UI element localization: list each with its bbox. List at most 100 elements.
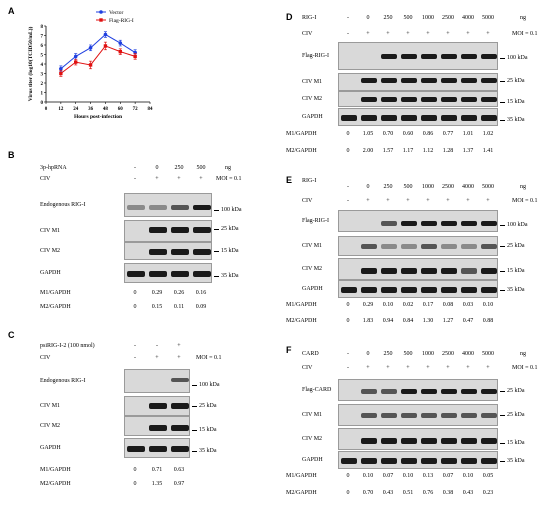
panel-f-m2-row: 0 0.70 0.43 0.51 0.76 0.38 0.43 0.23 [338,490,498,496]
panel-e-m1-3: 0.02 [402,302,414,308]
panel-e-blot-0 [338,210,498,232]
series-line-1 [60,45,136,74]
panel-d-band-3-7 [481,115,497,121]
panel-d-band-0-6 [461,54,477,59]
panel-b-dose-3: 500 [196,165,206,171]
panel-e-band-1-6 [461,244,477,249]
panel-e-band-2-7 [481,268,497,274]
panel-d-dose-1: 0 [366,15,370,21]
panel-d-band-2-2 [381,97,397,102]
panel-f-civ-1: + [366,365,370,371]
panel-e-m1-label: M1/GAPDH [286,302,317,308]
panel-c-marker-tick-1 [192,406,197,407]
panel-f-dose-7: 5000 [482,351,494,357]
panel-c-m1-label: M1/GAPDH [40,467,71,473]
panel-f-dose-5: 2500 [442,351,454,357]
panel-b-dose-2: 250 [174,165,184,171]
panel-d-moi: MOI = 0.1 [512,31,538,37]
panel-e-m2-5: 1.27 [442,318,454,324]
legend-label-1: Flag-RIG-I [109,18,134,24]
panel-e-band-label-3: GAPDH [302,286,323,292]
x-tick-label-2: 24 [73,107,79,112]
panel-d-m2-6: 1.37 [462,148,474,154]
panel-c-civ-row: - + + [124,355,190,361]
panel-c-band-1-2 [171,403,189,409]
panel-f-band-3-5 [441,458,457,464]
panel-f-marker-tick-3 [500,461,505,462]
panel-e-m1-1: 0.29 [362,302,374,308]
panel-e-m2-row: 0 1.83 0.94 0.84 1.30 1.27 0.47 0.88 [338,318,498,324]
panel-f-dose-1: 0 [366,351,370,357]
panel-e-m2-3: 0.84 [402,318,414,324]
panel-e-band-3-6 [461,287,477,293]
panel-b-blot-0 [124,193,212,217]
panel-b-m1-1: 0.29 [151,290,163,296]
panel-f-m2-0: 0 [346,490,350,496]
panel-f-band-2-6 [461,438,477,444]
panel-e-blot-1 [338,236,498,256]
panel-d-blot-3 [338,108,498,126]
panel-b-band-label-2: CIV M2 [40,248,61,254]
panel-e-band-0-6 [461,221,477,226]
panel-f-marker-0: 25 kDa [507,388,525,394]
panel-e-band-1-4 [421,244,437,249]
y-tick-label-0: 0 [41,101,44,106]
panel-f-band-1-6 [461,413,477,418]
legend-label-0: Vector [109,10,124,16]
panel-e-civ-7: + [486,198,490,204]
panel-d-band-0-2 [381,54,397,59]
panel-f-treatment: CARD [302,351,319,357]
panel-e-band-2-1 [361,268,377,274]
panel-d-m2-2: 1.57 [382,148,394,154]
panel-d-civ-6: + [466,31,470,37]
panel-c-si-0: - [134,343,136,349]
panel-e-band-1-2 [381,244,397,249]
panel-c-civ-0: - [134,355,136,361]
panel-d-band-label-0: Flag-RIG-I [302,53,329,59]
point-1-1 [74,60,78,64]
panel-f-m1-label: M1/GAPDH [286,473,317,479]
panel-f-band-0-7 [481,389,497,394]
panel-f-band-1-2 [381,413,397,418]
panel-f-blot-1 [338,404,498,426]
panel-c-si-1: - [156,343,158,349]
panel-f-civ-label: CIV [302,365,313,371]
panel-f-m2-7: 0.23 [482,490,494,496]
panel-c-band-0-2 [171,378,189,382]
panel-d-marker-3: 35 kDa [507,117,525,123]
panel-b-marker-1: 25 kDa [221,226,239,232]
panel-b-band-2-2 [171,249,189,255]
panel-f-civ-7: + [486,365,490,371]
panel-b-m1-3: 0.16 [195,290,207,296]
panel-f-m1-row: 0 0.10 0.07 0.10 0.13 0.07 0.10 0.05 [338,473,498,479]
panel-e-treatment: RIG-I [302,178,317,184]
panel-f-band-1-7 [481,413,497,418]
panel-f-band-1-3 [401,413,417,418]
panel-e-marker-tick-2 [500,271,505,272]
panel-f-band-label-1: CIV M1 [302,412,323,418]
panel-d-civ-7: + [486,31,490,37]
panel-e-band-0-4 [421,221,437,226]
panel-f-dose-6: 4000 [462,351,474,357]
panel-d-marker-tick-3 [500,120,505,121]
panel-e-band-3-0 [341,287,357,293]
panel-e-marker-3: 35 kDa [507,287,525,293]
panel-f-m2-2: 0.43 [382,490,394,496]
panel-c-band-label-1: CIV M1 [40,403,61,409]
panel-c-band-2-2 [171,425,189,431]
panel-f-civ-row: - + + + + + + + [338,365,498,371]
panel-f-marker-tick-0 [500,391,505,392]
panel-c-band-2-1 [149,425,167,431]
panel-e-dose-0: - [347,184,349,190]
panel-f-band-2-3 [401,438,417,444]
panel-e-marker-1: 25 kDa [507,243,525,249]
panel-d-band-label-3: GAPDH [302,114,323,120]
panel-e-band-1-3 [401,244,417,249]
panel-f-m1-1: 0.10 [362,473,374,479]
panel-c-marker-tick-3 [192,451,197,452]
panel-f-band-3-7 [481,458,497,464]
panel-e-band-label-0: Flag-RIG-I [302,218,329,224]
panel-e-marker-tick-1 [500,246,505,247]
panel-f-marker-1: 25 kDa [507,412,525,418]
panel-e-dose-4: 1000 [422,184,434,190]
